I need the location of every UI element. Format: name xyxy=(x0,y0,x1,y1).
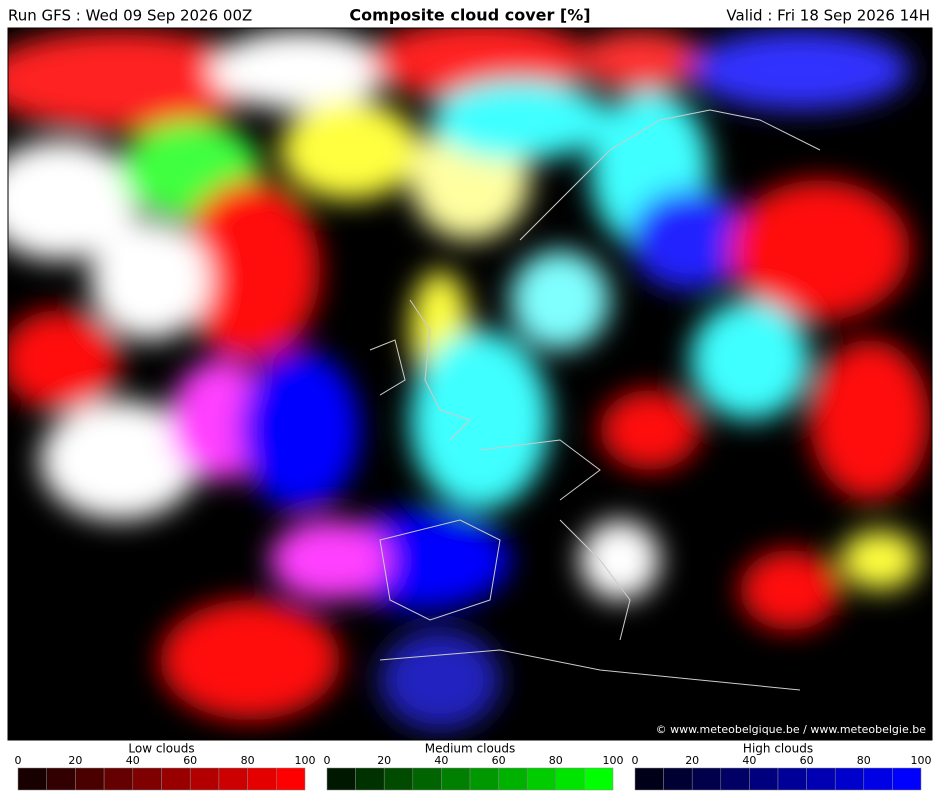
legend-swatch xyxy=(691,767,722,791)
legend-swatch xyxy=(441,767,471,791)
legend-swatch xyxy=(218,767,248,791)
legend-swatch xyxy=(555,767,585,791)
legend-tick-label: 40 xyxy=(434,754,448,767)
credit: © www.meteobelgique.be / www.meteobelgie… xyxy=(656,723,927,736)
legend-swatch xyxy=(634,767,664,791)
legend-swatch xyxy=(75,767,105,791)
legend-swatch xyxy=(469,767,499,791)
legend-swatch xyxy=(412,767,442,791)
legend-swatch xyxy=(355,767,385,791)
legend-swatch xyxy=(161,767,191,791)
legend-swatch xyxy=(247,767,277,791)
legend-tick-label: 60 xyxy=(800,754,814,767)
legend-tick-label: 80 xyxy=(857,754,871,767)
legend-swatch xyxy=(326,767,356,791)
legend-swatch xyxy=(806,767,836,791)
legend-tick-label: 60 xyxy=(183,754,197,767)
legend-swatch xyxy=(189,767,220,791)
legend-tick-label: 20 xyxy=(377,754,391,767)
legend-tick-label: 0 xyxy=(15,754,22,767)
coastlines xyxy=(369,109,821,691)
run-label: Run GFS : Wed 09 Sep 2026 00Z xyxy=(8,7,252,25)
legends: Low clouds 0 20 40 60 80 100 Medium clouds 0 20 40… xyxy=(15,742,932,791)
legend-swatch xyxy=(103,767,134,791)
valid-label: Valid : Fri 18 Sep 2026 14H xyxy=(726,7,930,25)
legend-tick-label: 40 xyxy=(126,754,140,767)
legend-tick-label: 40 xyxy=(742,754,756,767)
legend-swatch xyxy=(584,767,614,791)
legend-swatch xyxy=(777,767,807,791)
legend-swatch xyxy=(863,767,893,791)
legend-swatch xyxy=(749,767,779,791)
legend-tick-label: 80 xyxy=(549,754,563,767)
legend-tick-label: 20 xyxy=(685,754,699,767)
legend-swatch xyxy=(276,767,306,791)
legend-tick-label: 20 xyxy=(68,754,82,767)
legend-swatch xyxy=(892,767,922,791)
legend-tick-label: 0 xyxy=(324,754,331,767)
legend-swatch xyxy=(132,767,162,791)
legend-tick-label: 100 xyxy=(295,754,316,767)
legend-title: Low clouds xyxy=(128,742,194,756)
legend-swatch xyxy=(498,767,528,791)
legend-swatch xyxy=(17,767,47,791)
legend-swatch xyxy=(46,767,76,791)
legend-swatch xyxy=(720,767,750,791)
legend-swatch xyxy=(834,767,865,791)
legend-tick-label: 100 xyxy=(603,754,624,767)
legend-tick-label: 60 xyxy=(492,754,506,767)
legend-title: Medium clouds xyxy=(425,742,516,756)
cloud-map: © www.meteobelgique.be / www.meteobelgie… xyxy=(8,28,932,740)
legend-swatch xyxy=(526,767,557,791)
legend-tick-label: 0 xyxy=(632,754,639,767)
legend-swatch xyxy=(383,767,414,791)
legend-swatch xyxy=(663,767,693,791)
legend-title: High clouds xyxy=(743,742,813,756)
legend-tick-label: 100 xyxy=(911,754,932,767)
legend-tick-label: 80 xyxy=(241,754,255,767)
map-title: Composite cloud cover [%] xyxy=(349,6,590,25)
